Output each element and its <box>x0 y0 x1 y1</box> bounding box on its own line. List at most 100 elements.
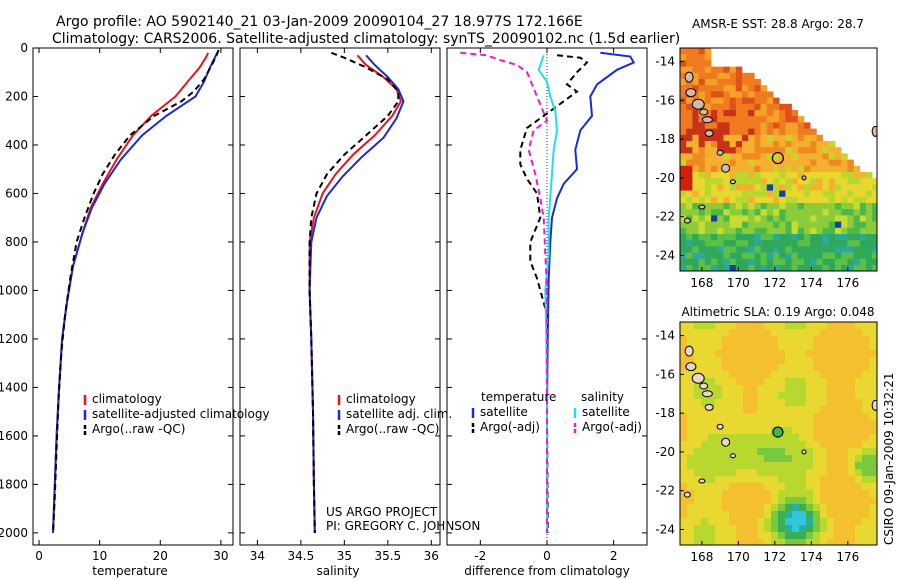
map-cell <box>735 172 743 179</box>
map-cell <box>766 103 774 111</box>
map-cell <box>698 184 706 191</box>
map-cell <box>764 406 772 414</box>
map-cell <box>760 128 768 136</box>
map-cell <box>729 406 737 414</box>
map-cell <box>862 413 870 421</box>
x-tick-label: 30 <box>213 549 228 563</box>
map-cell <box>820 518 828 526</box>
map-cell <box>743 336 751 344</box>
map-cell <box>848 364 856 372</box>
lon-tick-label: 172 <box>763 276 786 290</box>
map-cell <box>708 343 716 351</box>
map-cell <box>841 455 849 463</box>
map-cell <box>711 178 718 185</box>
map-cell <box>866 172 873 179</box>
map-cell <box>869 518 877 526</box>
map-cell <box>791 172 799 179</box>
map-cell <box>717 172 724 179</box>
map-cell <box>813 392 821 400</box>
map-cell <box>748 203 755 210</box>
legend-entry-label: Argo(..raw -QC) <box>92 422 185 436</box>
map-cell <box>771 434 779 442</box>
map-cell <box>827 371 835 379</box>
map-cell <box>797 184 805 191</box>
map-cell <box>680 116 687 123</box>
map-cell <box>736 420 744 428</box>
map-cell <box>736 434 744 442</box>
map-cell <box>791 246 799 253</box>
map-cell <box>847 196 854 204</box>
map-cell <box>692 209 699 216</box>
map-cell <box>735 209 743 216</box>
map-cell <box>708 336 716 344</box>
map-cell <box>680 462 688 470</box>
map-cell <box>743 469 751 477</box>
map-cell <box>779 141 786 148</box>
map-cell <box>859 227 867 235</box>
map-cell <box>694 413 702 421</box>
lon-tick-label: 170 <box>727 276 750 290</box>
map-cell <box>698 227 706 235</box>
map-cell <box>736 490 744 498</box>
map-cell <box>779 215 786 222</box>
map-cell <box>869 511 877 519</box>
map-cell <box>760 265 768 271</box>
map-cell <box>766 203 774 210</box>
map-cell <box>717 122 724 129</box>
map-cell <box>748 141 755 148</box>
map-cell <box>692 172 699 179</box>
map-cell <box>792 490 800 498</box>
map-cell <box>735 196 743 204</box>
map-cell <box>872 178 877 185</box>
salinity-xlabel: salinity <box>316 564 359 578</box>
map-cell <box>779 203 786 210</box>
legend-salinity-title: salinity <box>581 390 624 404</box>
map-cell <box>827 336 835 344</box>
map-cell <box>764 469 772 477</box>
map-cell <box>791 141 799 148</box>
map-cell <box>754 178 761 185</box>
map-cell <box>853 203 861 210</box>
map-cell <box>841 357 849 365</box>
map-cell <box>748 110 755 117</box>
map-cell <box>859 258 867 266</box>
map-cell <box>722 357 730 365</box>
map-cell <box>717 240 724 247</box>
map-cell <box>847 215 854 222</box>
map-cell <box>820 490 828 498</box>
map-cell <box>872 258 877 266</box>
map-cell <box>729 184 737 191</box>
map-cell <box>692 234 699 241</box>
island-coastline <box>698 204 706 210</box>
map-cell <box>692 165 699 173</box>
map-cell <box>715 329 723 337</box>
map-cell <box>687 532 695 540</box>
map-cell <box>686 48 693 55</box>
map-cell <box>729 147 737 154</box>
map-cell <box>687 434 695 442</box>
map-cell <box>853 221 861 229</box>
map-cell <box>687 455 695 463</box>
map-cell <box>847 159 854 167</box>
map-cell <box>711 165 718 173</box>
island-coastline <box>699 108 709 116</box>
map-cell <box>799 413 807 421</box>
map-cell <box>722 518 730 526</box>
map-cell <box>810 265 817 271</box>
map-cell <box>791 184 799 191</box>
map-cell <box>806 518 814 526</box>
map-cell <box>736 378 744 386</box>
map-cell <box>847 184 854 191</box>
map-cell <box>698 221 706 229</box>
map-cell <box>855 350 863 358</box>
map-cell <box>680 234 687 241</box>
map-cell <box>743 322 751 330</box>
map-cell <box>785 159 792 167</box>
map-cell <box>828 147 836 154</box>
map-cell <box>729 350 737 358</box>
map-cell <box>698 54 706 61</box>
map-cell <box>723 172 730 179</box>
map-cell <box>764 322 772 330</box>
map-cell <box>785 265 792 271</box>
map-cell <box>848 469 856 477</box>
